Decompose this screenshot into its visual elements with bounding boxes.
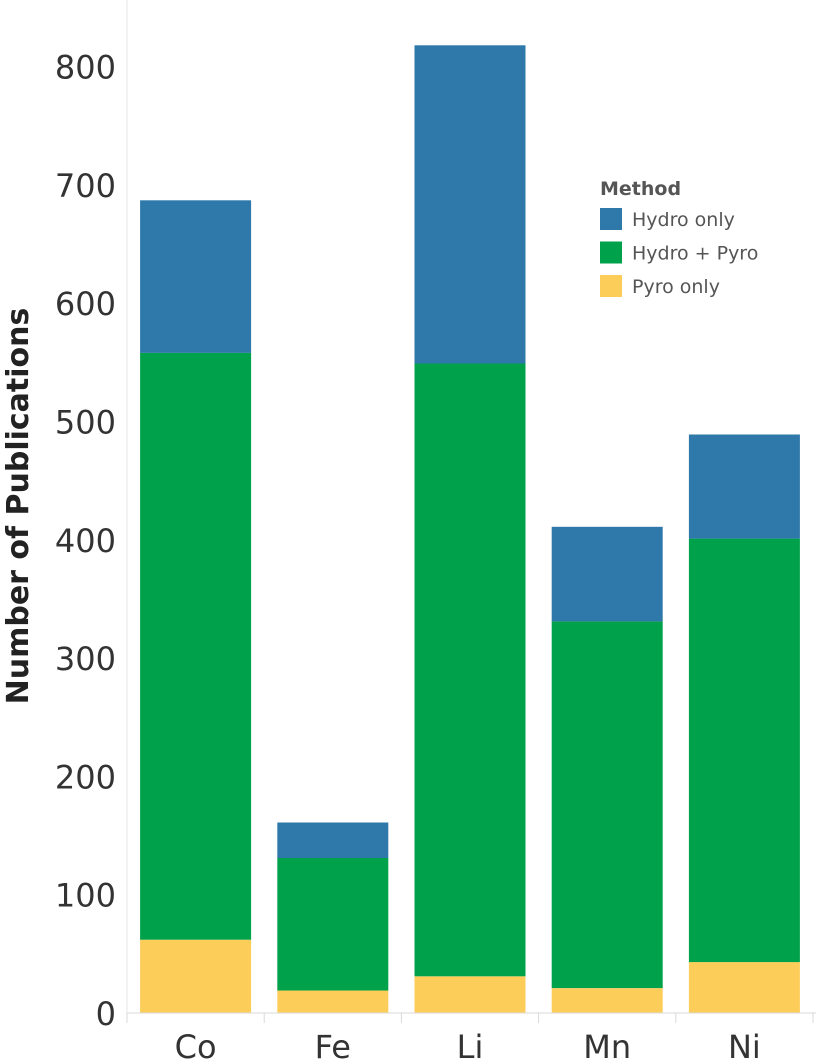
legend-swatch bbox=[600, 241, 622, 264]
bar-li-hydro-only bbox=[414, 45, 526, 364]
y-tick-label: 400 bbox=[55, 522, 116, 560]
bars-layer bbox=[140, 45, 800, 1013]
bar-co-hydro-only bbox=[140, 200, 252, 353]
legend-label: Hydro + Pyro bbox=[632, 243, 758, 265]
legend-swatch bbox=[600, 208, 622, 230]
bar-li-hydro-pyro bbox=[414, 363, 526, 977]
legend-label: Hydro only bbox=[632, 209, 735, 231]
bar-fe-hydro-pyro bbox=[277, 858, 389, 991]
y-axis: 0 100 200 300 400 500 600 700 800 bbox=[55, 0, 128, 1033]
y-tick-label: 100 bbox=[55, 877, 116, 915]
x-tick-label: Li bbox=[457, 1028, 484, 1060]
legend-label: Pyro only bbox=[632, 276, 720, 298]
y-tick-label: 500 bbox=[55, 404, 116, 442]
y-tick-label: 800 bbox=[55, 49, 116, 87]
bar-ni-hydro-only bbox=[688, 434, 800, 539]
y-tick-label: 600 bbox=[55, 285, 116, 323]
x-tick-label: Mn bbox=[583, 1028, 631, 1060]
bar-mn-hydro-pyro bbox=[551, 621, 663, 989]
bar-co-pyro-only bbox=[140, 939, 252, 1013]
y-tick-label: 0 bbox=[96, 995, 116, 1033]
x-tick-label: Fe bbox=[315, 1028, 351, 1060]
x-tick-label: Co bbox=[175, 1028, 217, 1060]
bar-mn-hydro-only bbox=[551, 526, 663, 622]
bar-fe-hydro-only bbox=[277, 822, 389, 858]
bar-mn-pyro-only bbox=[551, 988, 663, 1013]
bar-fe-pyro-only bbox=[277, 990, 389, 1013]
bar-co-hydro-pyro bbox=[140, 352, 252, 940]
legend-swatch bbox=[600, 275, 622, 297]
bar-ni-hydro-pyro bbox=[688, 538, 800, 963]
y-tick-label: 700 bbox=[55, 167, 116, 205]
legend: Method Hydro only Hydro + Pyro Pyro only bbox=[600, 178, 758, 298]
legend-title: Method bbox=[600, 178, 681, 200]
x-axis: Co Fe Li Mn Ni bbox=[126, 1012, 816, 1060]
bar-ni-pyro-only bbox=[688, 962, 800, 1013]
x-tick-label: Ni bbox=[728, 1028, 761, 1060]
bar-li-pyro-only bbox=[414, 976, 526, 1013]
y-tick-label: 200 bbox=[55, 758, 116, 796]
y-axis-label: Number of Publications bbox=[1, 308, 36, 705]
y-tick-label: 300 bbox=[55, 640, 116, 678]
